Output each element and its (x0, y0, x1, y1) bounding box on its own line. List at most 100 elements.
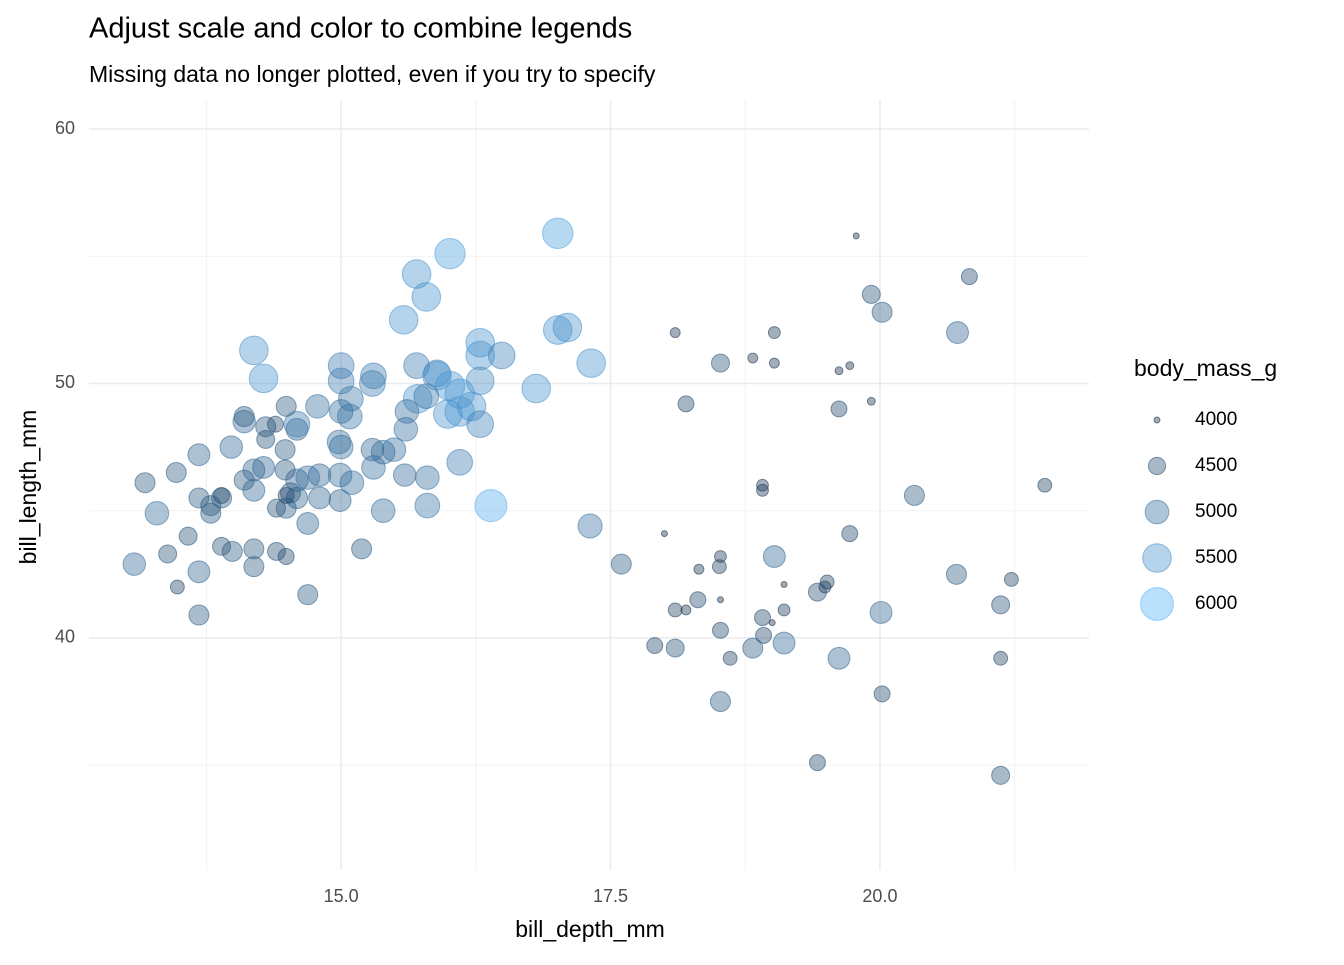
legend-key (1153, 416, 1161, 424)
point (414, 492, 441, 519)
point (274, 439, 296, 461)
point (474, 489, 508, 523)
chart-title: Adjust scale and color to combine legend… (89, 13, 632, 45)
point (305, 394, 330, 419)
point (370, 498, 396, 523)
point (646, 637, 664, 655)
point (233, 406, 255, 428)
point (711, 559, 727, 575)
legend-key (1142, 543, 1172, 573)
point (777, 603, 791, 617)
point (328, 489, 352, 512)
point (456, 391, 487, 422)
point (660, 530, 668, 538)
point (433, 399, 463, 429)
point (351, 538, 373, 560)
point (402, 383, 433, 414)
point (243, 556, 265, 578)
point (722, 650, 738, 666)
point (861, 284, 881, 304)
legend-key (1147, 456, 1167, 476)
point (1003, 571, 1019, 587)
point (754, 609, 771, 627)
point (360, 437, 385, 462)
y-tick-label: 50 (55, 372, 75, 392)
point (444, 396, 475, 427)
point (187, 560, 211, 584)
point (212, 536, 232, 556)
point (716, 596, 724, 604)
point (361, 455, 386, 480)
y-tick-label: 60 (55, 118, 75, 138)
point (267, 541, 286, 561)
point (297, 584, 319, 606)
point (667, 602, 683, 618)
point (808, 754, 826, 772)
point (669, 327, 681, 339)
point (993, 650, 1009, 666)
point (841, 525, 859, 543)
point (221, 540, 243, 562)
point (178, 526, 198, 546)
point (446, 449, 474, 476)
point (680, 604, 692, 616)
x-tick-label: 15.0 (324, 886, 359, 906)
point (714, 550, 727, 563)
x-tick-label: 17.5 (593, 886, 628, 906)
point (239, 335, 269, 366)
point (165, 462, 187, 484)
chart-subtitle: Missing data no longer plotted, even if … (89, 61, 656, 87)
point (830, 400, 848, 418)
point (308, 486, 332, 510)
point (248, 363, 279, 394)
point (242, 458, 266, 482)
legend-label: 5500 (1195, 547, 1237, 568)
point (960, 268, 978, 286)
point (871, 301, 893, 323)
x-axis-title: bill_depth_mm (515, 916, 665, 942)
point (742, 637, 764, 659)
point (394, 399, 420, 424)
point (277, 486, 295, 504)
point (169, 579, 185, 595)
point (388, 305, 419, 335)
point (711, 621, 729, 639)
point (285, 417, 309, 441)
point (393, 463, 417, 487)
point (665, 638, 685, 658)
point (158, 544, 178, 564)
point (256, 429, 276, 449)
point (242, 478, 266, 502)
point (327, 462, 353, 488)
point (756, 478, 769, 492)
point (381, 437, 407, 462)
legend-label: 6000 (1195, 593, 1237, 614)
point (187, 443, 211, 467)
point (845, 361, 855, 371)
point (232, 409, 256, 434)
point (277, 548, 295, 565)
point (552, 312, 583, 343)
point (200, 502, 222, 524)
legend-key (1144, 499, 1170, 525)
point (411, 282, 442, 312)
point (415, 465, 440, 490)
point (762, 545, 786, 568)
point (283, 410, 311, 438)
point (834, 366, 844, 376)
point (188, 604, 210, 626)
point (747, 352, 759, 364)
point (275, 395, 297, 417)
point (756, 483, 769, 497)
point (360, 362, 387, 390)
point (709, 691, 731, 713)
point (243, 538, 265, 560)
legend-key (1140, 587, 1174, 621)
point (134, 472, 156, 494)
point (266, 415, 284, 433)
point (576, 348, 606, 378)
point (693, 563, 705, 575)
point (991, 595, 1011, 615)
legend-label: 5000 (1195, 501, 1237, 522)
